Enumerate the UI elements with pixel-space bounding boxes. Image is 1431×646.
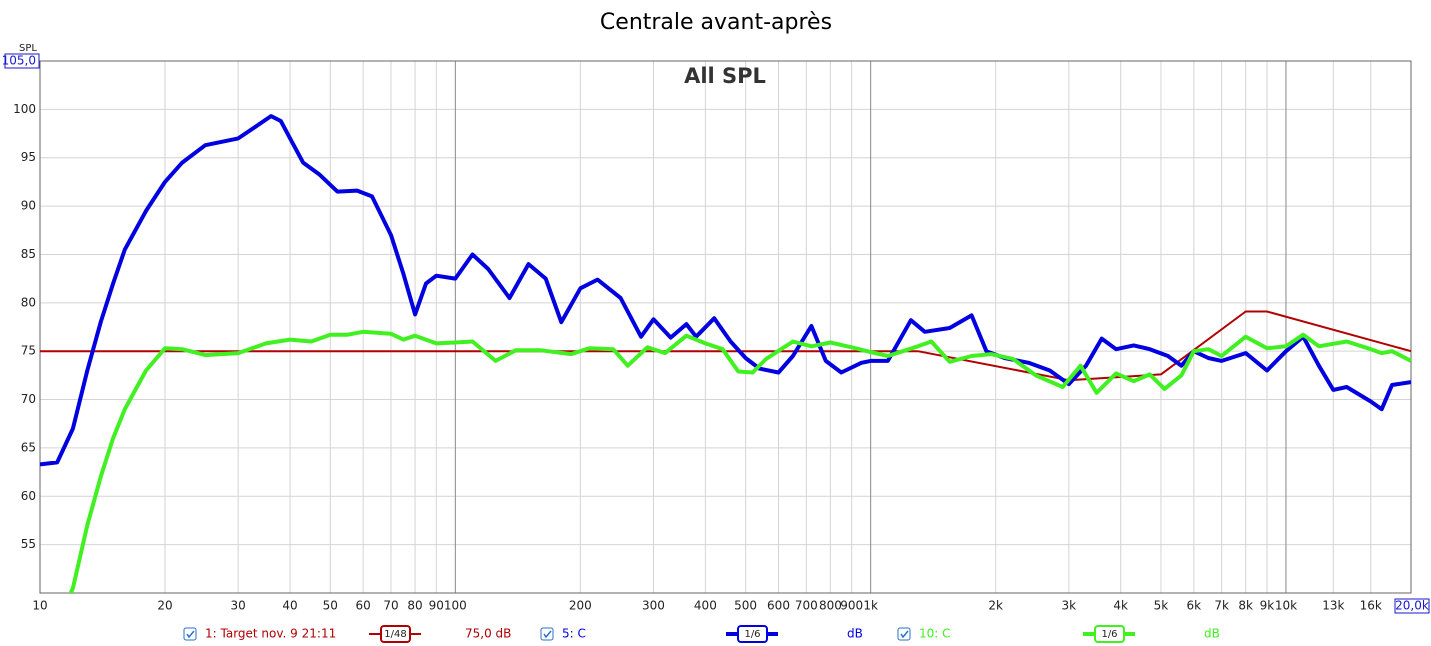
legend-level: dB [847, 627, 863, 641]
y-axis-label: SPL [19, 43, 37, 54]
legend-checkbox [897, 627, 911, 641]
legend: 1: Target nov. 9 21:11 1/48 75,0 dB 5: C 1/6… [183, 625, 1220, 643]
y-tick-label: 105,0 [2, 54, 36, 68]
legend-label: 10: C [919, 627, 951, 641]
legend-level: 75,0 dB [465, 627, 511, 641]
y-tick-label: 95 [21, 150, 36, 164]
legend-checkbox [183, 627, 197, 641]
legend-smoothing: 1/6 [1101, 629, 1117, 640]
x-tick-label: 70 [383, 599, 398, 613]
legend-smoothing-box [737, 625, 768, 643]
x-tick-label: 500 [734, 599, 757, 613]
y-tick-label: 70 [21, 392, 36, 406]
x-tick-label: 30 [231, 599, 246, 613]
x-tick-label: 13k [1322, 599, 1344, 613]
tick-box [1394, 598, 1430, 614]
tick-box [4, 53, 40, 69]
x-tick-label: 3k [1062, 599, 1077, 613]
y-tick-label: 80 [21, 295, 36, 309]
series-line [68, 329, 1411, 593]
y-tick-label: 90 [21, 199, 36, 213]
series-line [40, 310, 1411, 382]
legend-check [543, 630, 552, 639]
legend-smoothing-box [380, 625, 411, 643]
x-tick-label: 100 [444, 599, 467, 613]
y-tick-label: 60 [21, 489, 36, 503]
x-tick-label: 6k [1187, 599, 1202, 613]
x-tick-label: 400 [694, 599, 717, 613]
legend-label: 1: Target nov. 9 21:11 [205, 627, 336, 641]
legend-check [186, 630, 195, 639]
y-tick-label: 55 [21, 537, 36, 551]
x-tick-label: 200 [569, 599, 592, 613]
x-tick-label: 4k [1113, 599, 1128, 613]
x-tick-label: 2k [988, 599, 1003, 613]
legend-label: 5: C [562, 627, 586, 641]
y-tick-label: 85 [21, 247, 36, 261]
x-tick-label: 300 [642, 599, 665, 613]
x-tick-label: 20,0k [1395, 599, 1429, 613]
y-tick-label: 75 [21, 344, 36, 358]
series-line [40, 114, 1411, 467]
x-tick-label: 80 [407, 599, 422, 613]
legend-smoothing: 1/6 [744, 629, 760, 640]
legend-level: dB [1204, 627, 1220, 641]
chart-title: Centrale avant-après [600, 10, 832, 35]
x-tick-label: 90 [429, 599, 444, 613]
x-tick-label: 800 [819, 599, 842, 613]
legend-smoothing: 1/48 [384, 629, 406, 640]
x-tick-label: 900 [840, 599, 863, 613]
legend-check [900, 630, 909, 639]
legend-smoothing-box [1094, 625, 1125, 643]
x-tick-label: 700 [795, 599, 818, 613]
annotation: All SPL [684, 64, 766, 88]
x-tick-label: 5k [1154, 599, 1169, 613]
x-tick-label: 50 [323, 599, 338, 613]
x-tick-label: 20 [157, 599, 172, 613]
x-tick-label: 9k [1260, 599, 1275, 613]
y-tick-label: 65 [21, 440, 36, 454]
legend-checkbox [540, 627, 554, 641]
x-tick-label: 1k [863, 599, 878, 613]
plot-frame [39, 60, 1412, 594]
x-tick-label: 8k [1238, 599, 1253, 613]
y-tick-label: 100 [13, 102, 36, 116]
x-tick-label: 60 [356, 599, 371, 613]
x-tick-label: 40 [282, 599, 297, 613]
x-tick-label: 7k [1214, 599, 1229, 613]
x-tick-label: 10k [1275, 599, 1297, 613]
x-tick-label: 600 [767, 599, 790, 613]
lines [40, 114, 1411, 593]
x-tick-label: 16k [1360, 599, 1382, 613]
x-tick-label: 10 [32, 599, 47, 613]
